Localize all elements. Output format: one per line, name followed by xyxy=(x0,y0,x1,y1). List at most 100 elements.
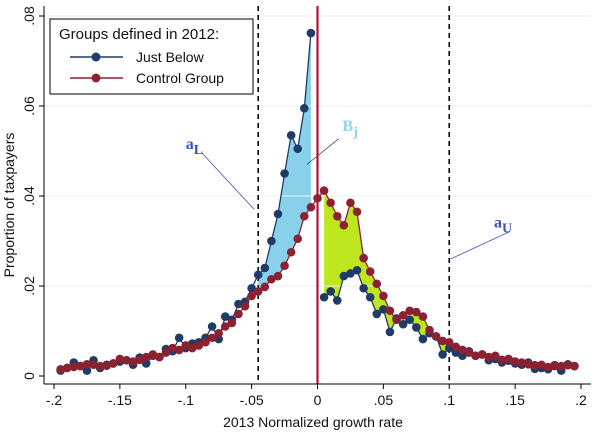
data-point-control-group xyxy=(458,345,467,355)
data-point-control-group xyxy=(365,267,375,276)
data-point-control-group xyxy=(471,351,480,361)
data-point-control-group xyxy=(405,306,415,316)
legend-marker-control-group xyxy=(91,73,101,83)
axes: 0 .02 .04 .06 .08 -.2 -.15 -.1 -.05 0 .05 .1 .15 .2 xyxy=(21,6,591,408)
data-point-just-below xyxy=(412,323,421,332)
x-tick-label: .15 xyxy=(505,392,525,408)
data-point-just-below xyxy=(405,315,415,325)
data-point-just-below xyxy=(247,283,256,293)
data-point-just-below xyxy=(398,319,408,329)
data-point-control-group xyxy=(280,261,289,271)
data-point-control-group xyxy=(260,282,270,292)
y-tick-label: .02 xyxy=(21,276,37,296)
annotation-pointer-2 xyxy=(450,231,511,260)
data-point-control-group xyxy=(379,291,388,301)
data-point-control-group xyxy=(273,271,283,281)
data-point-just-below xyxy=(207,322,217,331)
data-point-control-group xyxy=(69,362,79,372)
data-point-control-group xyxy=(128,357,138,366)
legend-title: Groups defined in 2012: xyxy=(59,26,219,43)
data-point-control-group xyxy=(451,342,461,352)
data-point-control-group xyxy=(188,343,197,353)
data-point-control-group xyxy=(56,364,65,374)
data-point-control-group xyxy=(174,345,184,355)
data-point-control-group xyxy=(385,306,395,316)
data-point-control-group xyxy=(253,287,263,296)
data-point-just-below xyxy=(293,144,303,154)
data-point-control-group xyxy=(267,274,276,284)
data-point-control-group xyxy=(76,361,85,371)
data-point-control-group xyxy=(504,354,513,364)
data-point-just-below xyxy=(418,334,428,344)
data-point-control-group xyxy=(517,358,527,367)
data-point-control-group xyxy=(141,352,151,362)
data-point-control-group xyxy=(161,348,171,357)
data-point-control-group xyxy=(306,202,316,212)
y-tick-label: .06 xyxy=(21,96,37,116)
data-point-just-below xyxy=(352,265,362,275)
data-point-just-below xyxy=(253,270,263,280)
data-point-control-group xyxy=(319,186,329,195)
legend-marker-just-below xyxy=(91,52,101,62)
data-point-just-below xyxy=(234,299,243,309)
data-point-just-below xyxy=(339,271,349,281)
data-point-just-below xyxy=(332,296,342,305)
data-point-just-below xyxy=(260,263,270,273)
data-point-just-below xyxy=(267,236,276,246)
data-point-control-group xyxy=(115,354,125,364)
data-point-control-group xyxy=(194,341,204,350)
data-point-control-group xyxy=(286,247,296,257)
data-point-control-group xyxy=(247,291,256,301)
data-point-control-group xyxy=(352,207,362,217)
data-point-just-below xyxy=(319,292,329,302)
data-point-just-below xyxy=(306,28,316,38)
data-point-control-group xyxy=(537,360,546,370)
data-point-control-group xyxy=(550,361,559,371)
data-point-just-below xyxy=(372,309,382,319)
data-point-control-group xyxy=(543,362,553,372)
data-point-just-below xyxy=(273,209,283,219)
data-point-control-group xyxy=(510,357,520,366)
data-point-control-group xyxy=(346,198,355,208)
data-point-control-group xyxy=(313,193,322,203)
y-axis-title: Proportion of taxpayers xyxy=(1,133,17,278)
x-tick-label: -.15 xyxy=(108,392,132,408)
data-point-control-group xyxy=(62,363,72,373)
data-point-control-group xyxy=(412,307,421,317)
data-point-control-group xyxy=(95,361,105,371)
data-point-control-group xyxy=(201,337,210,347)
data-point-control-group xyxy=(89,360,98,370)
data-point-just-below xyxy=(385,327,395,337)
x-tick-label: -.2 xyxy=(46,392,63,408)
data-point-control-group xyxy=(392,315,401,325)
data-point-just-below xyxy=(365,292,375,302)
data-point-control-group xyxy=(491,351,500,361)
data-point-just-below xyxy=(359,283,368,293)
fill-area-below-threshold xyxy=(258,33,311,292)
x-tick-label: .05 xyxy=(374,392,394,408)
legend-label-just-below: Just Below xyxy=(136,49,205,65)
data-point-control-group xyxy=(227,318,237,328)
data-point-just-below xyxy=(379,305,388,314)
data-point-control-group xyxy=(122,355,131,365)
data-point-control-group xyxy=(398,310,408,320)
data-point-just-below xyxy=(300,103,309,113)
data-point-control-group xyxy=(108,359,118,368)
data-point-control-group xyxy=(220,322,230,331)
data-point-control-group xyxy=(477,350,487,359)
x-tick-label: 0 xyxy=(314,392,322,408)
data-point-just-below xyxy=(220,312,230,321)
data-point-control-group xyxy=(214,328,223,338)
data-point-just-below xyxy=(174,333,184,343)
data-point-control-group xyxy=(339,220,349,230)
data-point-control-group xyxy=(570,361,579,371)
data-point-control-group xyxy=(135,355,144,365)
data-point-control-group xyxy=(326,198,335,208)
data-point-control-group xyxy=(530,360,540,370)
data-point-control-group xyxy=(418,312,428,321)
data-point-just-below xyxy=(438,350,447,359)
x-tick-label: .2 xyxy=(575,392,587,408)
data-point-control-group xyxy=(497,355,507,365)
legend-label-control-group: Control Group xyxy=(136,70,224,86)
